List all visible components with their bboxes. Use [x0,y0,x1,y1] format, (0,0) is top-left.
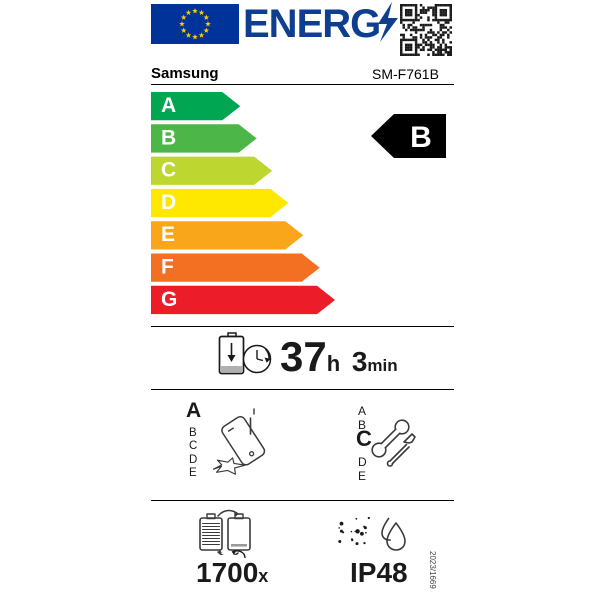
svg-text:D: D [161,191,176,214]
svg-text:B: B [410,121,432,154]
svg-text:F: F [161,256,174,279]
svg-text:G: G [161,288,177,311]
svg-text:B: B [161,126,176,149]
svg-text:E: E [161,223,175,246]
svg-text:C: C [161,159,176,182]
svg-text:A: A [161,94,176,117]
